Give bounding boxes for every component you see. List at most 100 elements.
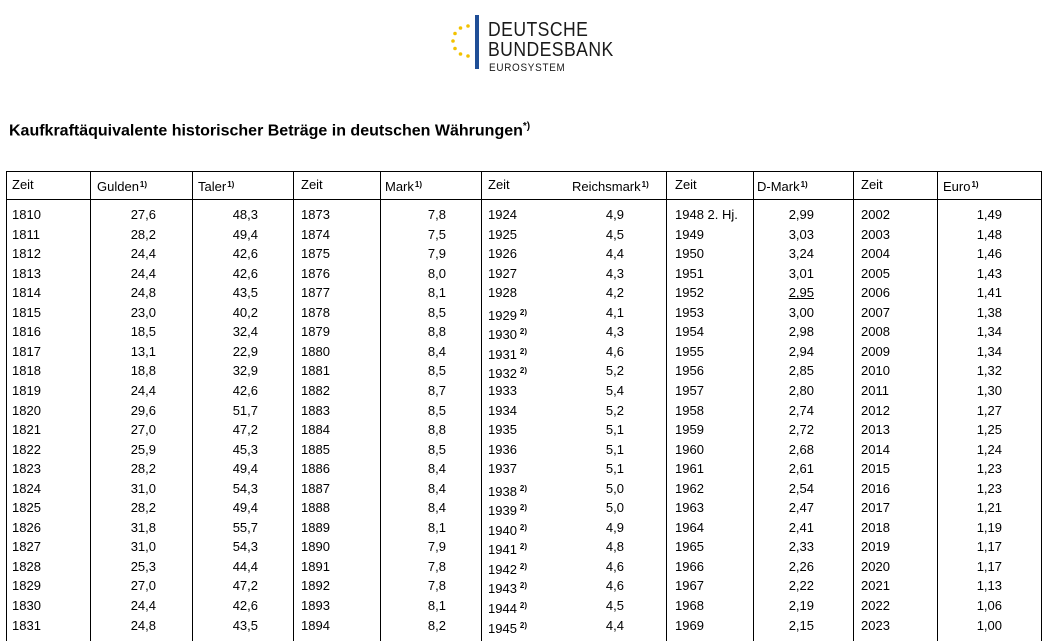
table-cell: 18,5 [130,324,156,340]
footnote-marker: 2) [519,327,528,337]
table-cell: 7,8 [427,578,446,594]
table-cell: 2,33 [788,539,814,555]
table-cell: 24,8 [130,617,156,633]
table-cell: 1960 [675,441,704,457]
table-cell: 49,4 [232,461,258,477]
table-cell: 2,61 [788,461,814,477]
table-cell: 51,7 [232,402,258,418]
table-cell: 2012 [861,402,890,418]
table-cell: 8,5 [427,304,446,320]
table-cell: 1945 2) [488,620,528,636]
column-divider [380,171,381,641]
table-row: 1828 25,3 44,4 1891 7,8 1942 2) 4,6 1966 2,26 2020… [6,557,1042,577]
table-cell: 1948 2. Hj. [675,207,738,222]
table-cell: 2008 [861,324,890,340]
table-row: 1820 29,6 51,7 1883 8,5 1934 5,2 1958 2,74 2012 1,… [6,401,1042,421]
table-cell: 1929 2) [488,307,528,323]
column-header: Gulden1) [97,179,148,194]
table-row: 1818 18,8 32,9 1881 8,5 1932 2) 5,2 1956 2,85 2010… [6,361,1042,381]
table-cell: 1961 [675,461,704,477]
table-cell: 27,0 [130,578,156,594]
table-row: 1817 13,1 22,9 1880 8,4 1931 2) 4,6 1955 2,94 2009… [6,342,1042,362]
table-cell: 2006 [861,285,890,301]
table-cell: 8,1 [427,285,446,301]
table-cell: 1955 [675,343,704,359]
table-cell: 2015 [861,461,890,477]
table-cell: 2022 [861,598,890,613]
table-cell: 1949 [675,226,704,242]
table-cell: 2017 [861,500,890,516]
table-cell: 1959 [675,422,704,438]
logo-bar [475,15,479,69]
table-cell: 1817 [12,343,41,359]
table-cell: 5,4 [605,382,624,398]
table-cell: 8,8 [427,422,446,438]
table-cell: 1875 [301,246,330,262]
column-divider [666,171,667,641]
table-cell: 1,34 [976,324,1002,340]
table-row: 1811 28,2 49,4 1874 7,5 1925 4,5 1949 3,03 2003 1,… [6,225,1042,245]
column-divider [293,171,294,641]
table-cell: 2023 [861,617,890,633]
footnote-marker: 2) [519,483,528,493]
table-cell: 1824 [12,480,41,496]
table-cell: 1881 [301,363,330,379]
purchasing-power-table: Zeit Gulden1) Taler1) Zeit Mark1) Zeit Reichsm… [6,171,1042,641]
table-cell: 2021 [861,578,890,594]
table-cell: 2,98 [788,324,814,340]
table-cell: 2020 [861,558,890,574]
table-cell: 5,0 [605,480,624,496]
table-cell: 1,00 [976,617,1002,633]
table-cell: 42,6 [232,246,258,262]
table-cell: 2019 [861,539,890,555]
table-cell: 1938 2) [488,483,528,499]
table-cell: 1,34 [976,343,1002,359]
table-row: 1815 23,0 40,2 1878 8,5 1929 2) 4,1 1953 3,00 2007… [6,303,1042,323]
table-cell: 45,3 [232,441,258,457]
table-cell: 8,5 [427,402,446,418]
table-cell: 24,4 [130,598,156,613]
table-cell: 1889 [301,519,330,535]
table-row: 1813 24,4 42,6 1876 8,0 1927 4,3 1951 3,01 2005 1,… [6,264,1042,284]
table-cell: 24,4 [130,246,156,262]
table-cell: 1969 [675,617,704,633]
table-cell: 2,94 [788,343,814,359]
table-cell: 2,41 [788,519,814,535]
table-cell: 22,9 [232,343,258,359]
table-cell: 1879 [301,324,330,340]
logo-star [466,54,470,58]
table-cell: 1967 [675,578,704,594]
table-cell: 43,5 [232,617,258,633]
table-cell: 8,4 [427,480,446,496]
table-cell: 32,4 [232,324,258,340]
table-cell: 8,0 [427,265,446,281]
table-cell: 1939 2) [488,503,528,519]
table-cell: 1,13 [976,578,1002,594]
table-cell: 1888 [301,500,330,516]
table-cell: 1931 2) [488,346,528,362]
table-cell: 2004 [861,246,890,262]
column-divider [6,171,7,641]
table-cell: 8,2 [427,617,446,633]
table-cell: 2016 [861,480,890,496]
table-cell: 4,9 [605,519,624,535]
table-cell: 3,01 [788,265,814,281]
logo-star [458,52,463,56]
table-cell: 5,2 [605,402,624,418]
table-cell: 1816 [12,324,41,340]
table-cell: 28,2 [130,500,156,516]
table-cell: 29,6 [130,402,156,418]
table-cell: 47,2 [232,578,258,594]
title-text: Kaufkraftäquivalente historischer Beträg… [9,122,523,140]
table-cell: 1,25 [976,422,1002,438]
column-divider [90,171,91,641]
table-cell: 1825 [12,500,41,516]
table-cell: 5,1 [605,441,624,457]
table-cell: 4,5 [605,598,624,613]
table-cell: 8,5 [427,363,446,379]
table-cell: 1,17 [976,558,1002,574]
table-row: 1819 24,4 42,6 1882 8,7 1933 5,4 1957 2,80 2011 1,… [6,381,1042,401]
table-cell: 1,38 [976,304,1002,320]
table-cell: 54,3 [232,480,258,496]
table-row: 1823 28,2 49,4 1886 8,4 1937 5,1 1961 2,61 2015 1,… [6,459,1042,479]
